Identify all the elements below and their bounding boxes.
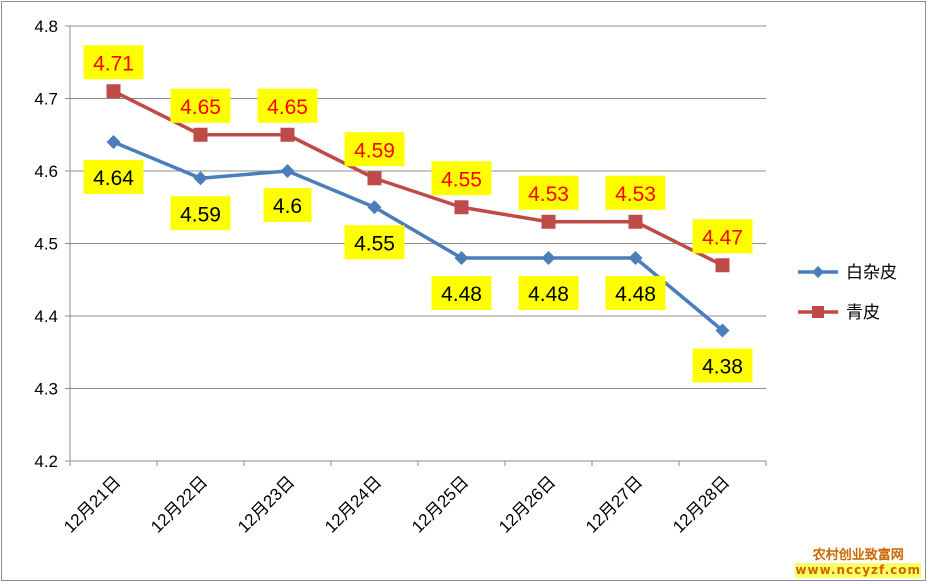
data-point: [367, 200, 382, 215]
x-tick-label: 12月23日: [234, 472, 298, 536]
y-tick-label: 4.6: [34, 162, 58, 181]
watermark-title: 农村创业致富网: [812, 548, 904, 563]
data-point: [106, 135, 121, 149]
x-tick-label: 12月21日: [60, 472, 124, 536]
y-axis-ticks: 4.2 4.3 4.4 4.5 4.6 4.7 4.8: [34, 17, 70, 471]
legend-label: 白杂皮: [846, 263, 897, 282]
data-label-text: 4.48: [615, 283, 656, 306]
data-label-background: [605, 276, 666, 310]
data-label-background: [257, 88, 318, 123]
data-label-background: [170, 88, 231, 123]
x-tick-label: 12月27日: [582, 472, 646, 536]
data-label: 4.59: [344, 132, 405, 167]
data-labels: 4.71 4.65 4.65 4.59 4.55 4.53 4.53 4.47 4.64 4.59…: [83, 45, 753, 383]
data-label-background: [692, 219, 753, 254]
data-label-background: [344, 132, 405, 167]
data-label-text: 4.55: [441, 168, 482, 191]
data-label: 4.53: [605, 175, 666, 210]
data-label-text: 4.59: [180, 203, 221, 226]
data-point: [193, 127, 208, 142]
legend-item-0: 白杂皮: [798, 263, 897, 282]
data-label: 4.55: [344, 225, 405, 260]
data-label-background: [263, 188, 312, 222]
data-point: [628, 251, 643, 265]
y-tick-label: 4.8: [34, 17, 58, 36]
data-point: [280, 127, 295, 142]
y-tick-label: 4.3: [34, 380, 58, 399]
y-tick-label: 4.2: [34, 452, 58, 471]
data-label-background: [518, 276, 579, 310]
data-label: 4.6: [263, 188, 312, 222]
data-label: 4.48: [431, 276, 492, 310]
y-tick-label: 4.5: [34, 235, 58, 254]
data-label-text: 4.6: [273, 195, 302, 218]
data-label: 4.65: [170, 88, 231, 123]
x-tick-label: 12月24日: [321, 472, 385, 536]
data-label: 4.48: [605, 276, 666, 310]
data-label-text: 4.64: [93, 167, 134, 190]
data-label-text: 4.48: [528, 283, 569, 306]
y-tick-label: 4.7: [34, 90, 58, 109]
x-tick-label: 12月28日: [669, 472, 733, 536]
data-point: [715, 258, 730, 273]
data-label: 4.48: [518, 276, 579, 310]
data-label: 4.64: [83, 160, 144, 194]
data-point: [715, 323, 730, 338]
data-label: 4.38: [692, 348, 753, 383]
legend-label: 青皮: [846, 303, 880, 322]
data-point: [541, 214, 556, 229]
data-label-text: 4.55: [354, 232, 395, 255]
x-tick-label: 12月22日: [147, 472, 211, 536]
x-axis-ticks: 12月21日 12月22日 12月23日 12月24日 12月25日 12月26日 12月2…: [60, 461, 767, 537]
data-label-text: 4.48: [441, 283, 482, 306]
data-point: [193, 171, 208, 186]
x-tick-label: 12月26日: [495, 472, 559, 536]
data-label-text: 4.53: [528, 183, 569, 206]
data-label-background: [518, 175, 579, 210]
data-label-text: 4.38: [702, 356, 743, 379]
data-label-background: [431, 276, 492, 310]
data-point: [454, 200, 469, 215]
legend-item-1: 青皮: [798, 303, 880, 322]
data-label: 4.55: [431, 161, 492, 196]
data-label-background: [344, 225, 405, 260]
data-label-text: 4.71: [93, 52, 134, 75]
data-label: 4.71: [83, 45, 144, 80]
legend-marker: [812, 306, 824, 318]
data-point: [106, 84, 121, 99]
watermark-url: www.nccyzf.com: [795, 563, 921, 578]
data-label-text: 4.53: [615, 183, 656, 206]
data-label-background: [431, 161, 492, 196]
data-label: 4.47: [692, 219, 753, 254]
x-tick-label: 12月25日: [408, 472, 472, 536]
data-label-background: [170, 196, 231, 231]
data-point: [367, 171, 382, 186]
data-label-text: 4.59: [354, 139, 395, 162]
data-label-text: 4.47: [702, 226, 743, 249]
legend-marker: [812, 266, 824, 278]
data-label-background: [605, 175, 666, 210]
watermark: 农村创业致富网 www.nccyzf.com: [795, 548, 921, 578]
data-point: [454, 251, 469, 265]
data-label-text: 4.65: [180, 96, 221, 119]
y-tick-label: 4.4: [34, 307, 58, 326]
data-label: 4.59: [170, 196, 231, 231]
data-label-background: [692, 348, 753, 383]
data-point: [541, 251, 556, 265]
data-label: 4.65: [257, 88, 318, 123]
series-line-0: [112, 140, 724, 332]
data-point: [280, 164, 295, 178]
data-label-background: [83, 45, 144, 80]
series-group: [106, 84, 730, 338]
data-label: 4.53: [518, 175, 579, 210]
series-line-1: [112, 89, 724, 267]
data-label-text: 4.65: [267, 96, 308, 119]
data-label-background: [83, 160, 144, 194]
data-point: [628, 214, 643, 229]
